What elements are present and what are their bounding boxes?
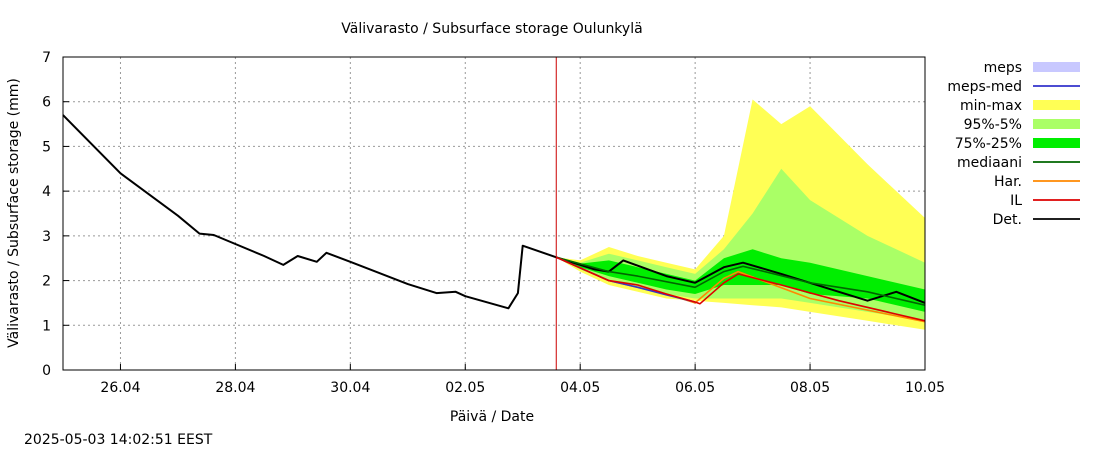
legend-label: min-max [960,98,1022,114]
y-tick-label: 3 [42,229,51,245]
y-tick-label: 2 [42,274,51,290]
series-IL [555,256,926,322]
legend-label: Det. [993,212,1022,228]
series-Det. [62,114,926,310]
legend-label: mediaani [957,155,1022,171]
x-axis-ticks: 26.04 28.04 30.04 02.05 04.05 06.05 08.05 10.05 [100,364,945,396]
plot-frame [62,56,926,371]
x-tick-label: 06.05 [675,380,715,396]
x-axis-label: Päivä / Date [450,409,534,425]
legend-label: meps [984,60,1022,76]
y-tick-label: 5 [42,139,51,155]
y-tick-label: 7 [42,50,51,66]
legend-swatch [1033,138,1080,148]
legend-swatch [1033,100,1080,110]
legend-label: meps-med [947,79,1022,95]
x-tick-label: 28.04 [215,380,255,396]
legend-swatch [1033,119,1080,129]
y-tick-label: 6 [42,95,51,111]
legend: meps meps-med min-max 95%-5% 75%-25% mediaani… [947,60,1080,228]
y-axis-label: Välivarasto / Subsurface storage (mm) [6,78,22,348]
series-lines [62,114,926,323]
y-axis-ticks: 0 1 2 3 4 5 6 7 [42,50,69,379]
x-tick-label: 02.05 [445,380,485,396]
bands [556,99,925,330]
x-tick-label: 10.05 [905,380,945,396]
x-tick-label: 30.04 [330,380,370,396]
chart-title: Välivarasto / Subsurface storage Oulunky… [341,21,642,37]
y-tick-label: 0 [42,363,51,379]
band-75%-25% [556,249,925,312]
x-tick-label: 04.05 [560,380,600,396]
legend-label: IL [1010,193,1022,209]
legend-label: 95%-5% [964,117,1022,133]
y-tick-label: 4 [42,184,51,200]
legend-label: 75%-25% [955,136,1022,152]
x-tick-label: 26.04 [100,380,140,396]
legend-label: Har. [994,174,1022,190]
timestamp: 2025-05-03 14:02:51 EEST [24,432,213,448]
series-mediaani [556,256,926,306]
x-tick-label: 08.05 [790,380,830,396]
legend-swatch [1033,62,1080,72]
y-tick-label: 1 [42,318,51,334]
